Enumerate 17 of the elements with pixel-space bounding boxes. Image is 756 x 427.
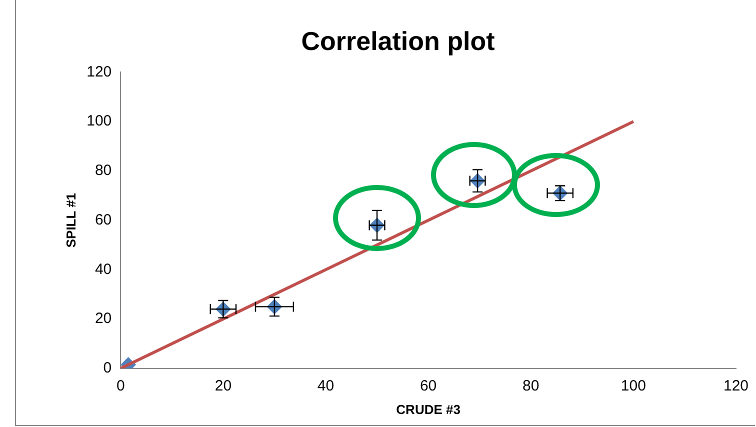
y-tick-label: 80 — [94, 162, 112, 180]
x-tick-label: 60 — [420, 378, 437, 395]
y-tick-label: 100 — [86, 112, 112, 130]
y-tick-label: 20 — [94, 310, 112, 328]
x-tick-label: 120 — [723, 378, 749, 395]
x-tick-label: 20 — [214, 378, 232, 395]
y-tick-label: 60 — [94, 211, 112, 228]
y-tick-label: 120 — [86, 63, 112, 80]
x-tick-label: 0 — [116, 378, 125, 395]
x-tick-label: 40 — [317, 378, 334, 395]
x-tick-label: 100 — [620, 378, 646, 395]
y-tick-label: 0 — [103, 360, 112, 377]
y-tick-label: 40 — [94, 260, 112, 278]
x-tick-label: 80 — [522, 378, 540, 395]
x-axis-title: CRUDE #3 — [396, 402, 460, 417]
chart-title: Correlation plot — [301, 26, 496, 56]
y-axis-title: SPILL #1 — [63, 192, 78, 248]
